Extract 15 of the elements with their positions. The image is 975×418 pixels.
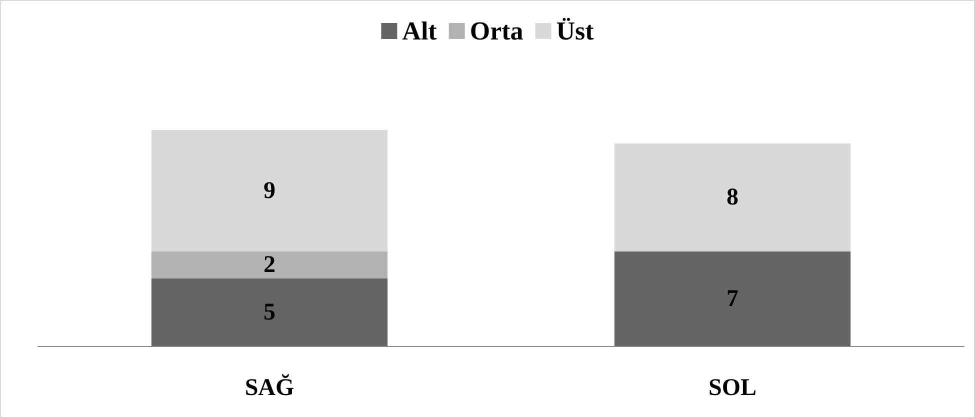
legend-label: Alt [402, 16, 438, 46]
bar [614, 144, 851, 252]
data-label: 8 [726, 184, 738, 210]
bar [614, 252, 851, 346]
data-label: 5 [264, 299, 276, 326]
legend-label: Üst [556, 16, 594, 46]
bar [151, 130, 388, 252]
x-tick-label: SAĞ [244, 374, 294, 401]
bar [151, 252, 388, 278]
data-label: 2 [264, 252, 276, 278]
x-tick-label: SOL [708, 375, 757, 401]
data-label: 9 [264, 178, 276, 204]
bar [151, 278, 388, 346]
legend-label: Orta [470, 16, 524, 46]
data-label: 7 [726, 286, 738, 312]
